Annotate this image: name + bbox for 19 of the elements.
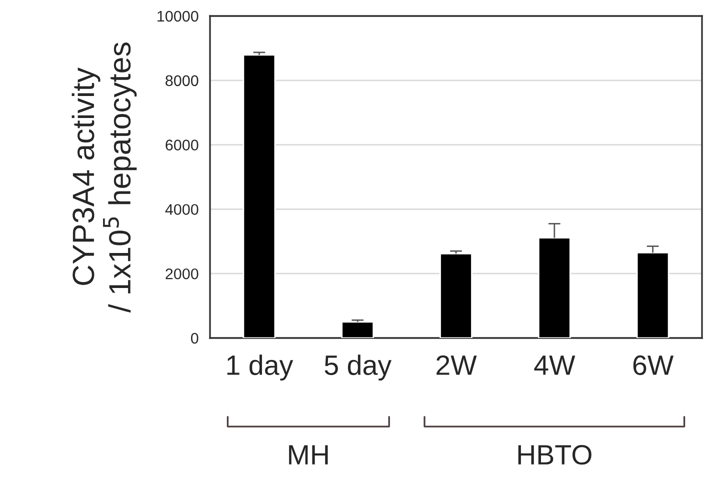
bar <box>242 54 276 338</box>
y-axis-title: CYP3A4 activity / 1x10$^{5}$ hepatocytes <box>72 42 137 313</box>
bar <box>636 252 670 338</box>
x-tick-label: 4W <box>534 356 576 375</box>
text: MH <box>289 445 328 464</box>
text: HBTO <box>518 444 592 465</box>
x-tick-label: 2W <box>436 355 477 375</box>
y-tick-label: 10000 <box>158 10 198 22</box>
y-tick-label: 4000 <box>165 204 198 215</box>
bar <box>538 237 571 338</box>
x-tick-label: 5 day <box>324 354 392 381</box>
y-tick-label: 2000 <box>166 268 198 280</box>
y-tick-label: 6000 <box>166 140 198 150</box>
y-tick-label: 0 <box>190 332 198 344</box>
y-tick-label: 8000 <box>166 75 198 86</box>
bar <box>440 252 472 338</box>
bar <box>341 321 374 338</box>
x-tick-label: 1 day <box>227 354 294 381</box>
x-tick-label: 6W <box>633 355 674 376</box>
